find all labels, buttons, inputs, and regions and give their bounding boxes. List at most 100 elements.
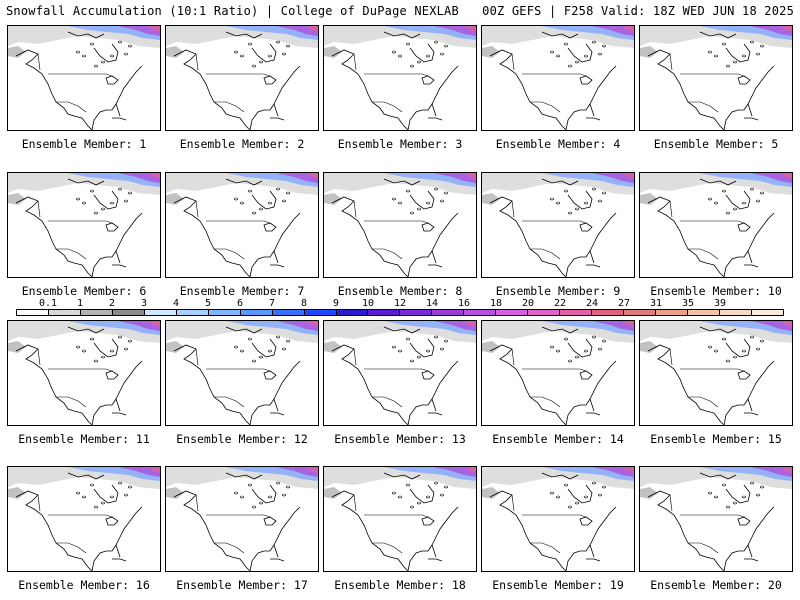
lake-outline xyxy=(726,64,730,68)
snowfall-shading xyxy=(622,467,634,473)
lake-outline xyxy=(90,483,94,487)
coastline xyxy=(565,212,617,277)
political-border xyxy=(37,348,41,366)
coastline xyxy=(93,338,119,358)
coastline xyxy=(112,117,127,121)
political-border xyxy=(688,248,719,260)
lake-outline xyxy=(592,187,596,191)
lake-outline xyxy=(259,207,263,211)
snowfall-map xyxy=(324,467,476,571)
lake-outline xyxy=(426,495,430,499)
colorbar-tick-label: 39 xyxy=(713,298,727,309)
colorbar-swatch xyxy=(80,310,113,315)
snowfall-map xyxy=(8,321,160,425)
lake-outline xyxy=(124,493,128,497)
snowfall-shading xyxy=(622,173,634,179)
coastline xyxy=(249,65,301,130)
lake-outline xyxy=(760,191,764,195)
snowfall-shading xyxy=(464,173,476,179)
snowfall-shading xyxy=(8,341,26,353)
snowfall-shading xyxy=(464,26,476,32)
lake-outline xyxy=(575,355,579,359)
coastline xyxy=(91,360,143,425)
lake-outline xyxy=(94,505,98,509)
ensemble-member-panel: Ensemble Member: 16 xyxy=(7,466,161,592)
coastline xyxy=(699,472,737,480)
political-border xyxy=(56,396,87,408)
lake-outline xyxy=(94,359,98,363)
coastline xyxy=(273,398,279,412)
lake-outline xyxy=(110,54,114,58)
coastline xyxy=(579,75,593,85)
lake-outline xyxy=(410,211,414,215)
coastline xyxy=(589,250,595,264)
coastline xyxy=(331,490,409,571)
snowfall-shading xyxy=(592,321,634,331)
lake-outline xyxy=(556,349,560,353)
ensemble-member-label: Ensemble Member: 8 xyxy=(337,284,463,298)
coastline xyxy=(331,196,409,277)
snowfall-shading xyxy=(750,467,792,477)
lake-outline xyxy=(708,345,712,349)
lake-outline xyxy=(240,201,244,205)
snowfall-shading xyxy=(464,321,476,327)
lake-outline xyxy=(584,54,588,58)
political-border xyxy=(530,248,561,260)
lake-outline xyxy=(726,359,730,363)
colorbar-tick-label: 24 xyxy=(585,298,599,309)
lake-outline xyxy=(276,335,280,339)
map-frame xyxy=(165,172,319,278)
lake-outline xyxy=(392,491,396,495)
snowfall-map xyxy=(640,173,792,277)
ensemble-member-panel: Ensemble Member: 3 xyxy=(323,25,477,151)
coastline xyxy=(586,264,601,268)
lake-outline xyxy=(124,347,128,351)
lake-outline xyxy=(124,52,128,56)
lake-outline xyxy=(602,191,606,195)
lake-outline xyxy=(128,339,132,343)
lake-outline xyxy=(742,201,746,205)
snowfall-map xyxy=(324,26,476,130)
coastline xyxy=(91,65,143,130)
colorbar-swatch xyxy=(176,310,209,315)
lake-outline xyxy=(584,201,588,205)
coastline xyxy=(541,178,579,186)
lake-outline xyxy=(592,335,596,339)
coastline xyxy=(589,544,595,558)
snowfall-shading xyxy=(780,467,792,473)
political-border xyxy=(353,494,357,512)
colorbar-swatch xyxy=(112,310,145,315)
lake-outline xyxy=(556,54,560,58)
lake-outline xyxy=(101,207,105,211)
lake-outline xyxy=(564,42,568,46)
snowfall-shading xyxy=(8,193,26,205)
political-border xyxy=(56,542,87,554)
lake-outline xyxy=(128,44,132,48)
snowfall-shading xyxy=(434,467,476,477)
coastline xyxy=(699,31,737,39)
snowfall-shading xyxy=(482,193,500,205)
lake-outline xyxy=(760,339,764,343)
political-border xyxy=(530,101,561,113)
political-border xyxy=(353,200,357,218)
colorbar-tick-label: 4 xyxy=(172,298,180,309)
colorbar-tick-label: 14 xyxy=(425,298,439,309)
map-frame xyxy=(481,320,635,426)
political-border xyxy=(214,248,245,260)
snowfall-shading xyxy=(434,173,476,183)
colorbar-swatch xyxy=(144,310,177,315)
political-border xyxy=(372,396,403,408)
ensemble-member-label: Ensemble Member: 17 xyxy=(176,578,308,592)
ensemble-member-label: Ensemble Member: 5 xyxy=(653,137,779,151)
political-border xyxy=(37,494,41,512)
political-border xyxy=(688,101,719,113)
snowfall-shading xyxy=(324,341,342,353)
lake-outline xyxy=(252,211,256,215)
political-border xyxy=(353,53,357,71)
lake-outline xyxy=(110,349,114,353)
colorbar-tick-label: 1 xyxy=(76,298,84,309)
lake-outline xyxy=(426,201,430,205)
lake-outline xyxy=(90,189,94,193)
coastline xyxy=(251,43,277,63)
coastline xyxy=(428,264,443,268)
